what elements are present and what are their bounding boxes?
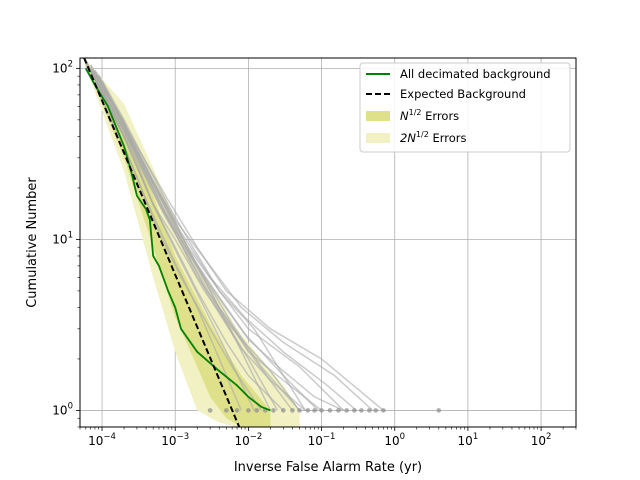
background-tail-point bbox=[336, 408, 341, 413]
expected-background-line bbox=[83, 58, 241, 427]
background-tail-point bbox=[381, 408, 386, 413]
background-tail-point bbox=[436, 408, 442, 413]
background-tail-point bbox=[344, 408, 349, 413]
x-tick-label: 10−4 bbox=[88, 432, 116, 448]
plot-frame bbox=[79, 57, 577, 428]
background-tail-point bbox=[297, 408, 302, 413]
legend: All decimated background Expected Backgro… bbox=[359, 62, 571, 153]
background-tail-point bbox=[319, 408, 324, 413]
background-tail-point bbox=[312, 408, 317, 413]
x-axis-label: Inverse False Alarm Rate (yr) bbox=[234, 460, 422, 475]
y-axis-ticks: 100 101 102 bbox=[52, 59, 80, 428]
legend-label-err2: 2N1/2 Errors bbox=[400, 130, 466, 145]
y-tick-label: 102 bbox=[52, 59, 73, 75]
y-tick-label: 101 bbox=[52, 230, 73, 246]
x-tick-label: 10−3 bbox=[161, 432, 189, 448]
decimated-background-line bbox=[85, 67, 271, 412]
background-trial-lines bbox=[85, 59, 384, 412]
x-tick-label: 10−1 bbox=[308, 432, 336, 448]
legend-label-err1: N1/2 Errors bbox=[400, 108, 459, 123]
background-trial-line bbox=[85, 62, 344, 412]
background-tail-point bbox=[224, 408, 229, 413]
y-axis-label: Cumulative Number bbox=[25, 177, 40, 308]
background-tail-point bbox=[367, 408, 372, 413]
x-tick-label: 102 bbox=[531, 432, 552, 448]
background-tail-point bbox=[246, 408, 251, 413]
background-tail-point bbox=[373, 408, 379, 413]
legend-label-expected: Expected Background bbox=[400, 87, 526, 101]
y-tick-label: 100 bbox=[52, 401, 73, 417]
legend-label-decimated: All decimated background bbox=[400, 67, 551, 81]
background-tail-point bbox=[351, 408, 357, 413]
background-tail-point bbox=[234, 408, 240, 413]
background-tail-point bbox=[271, 408, 276, 413]
background-tail-point bbox=[290, 408, 295, 413]
background-tail-point bbox=[305, 408, 311, 413]
legend-box bbox=[359, 62, 571, 153]
main-series-lines bbox=[83, 58, 271, 427]
legend-swatch-err2 bbox=[366, 133, 390, 143]
background-tail-point bbox=[280, 408, 286, 413]
background-trial-line bbox=[98, 74, 272, 411]
x-axis-ticks: 10−4 10−3 10−2 10−1 100 101 102 bbox=[79, 427, 577, 448]
background-tail-point bbox=[327, 408, 333, 413]
x-tick-label: 101 bbox=[458, 432, 479, 448]
legend-swatch-err1 bbox=[366, 111, 390, 121]
x-tick-label: 100 bbox=[384, 432, 405, 448]
background-tail-point bbox=[359, 408, 364, 413]
background-trial-line bbox=[101, 80, 306, 411]
x-tick-label: 10−2 bbox=[234, 432, 262, 448]
background-tail-point bbox=[254, 408, 260, 413]
background-tail-point bbox=[207, 408, 213, 413]
